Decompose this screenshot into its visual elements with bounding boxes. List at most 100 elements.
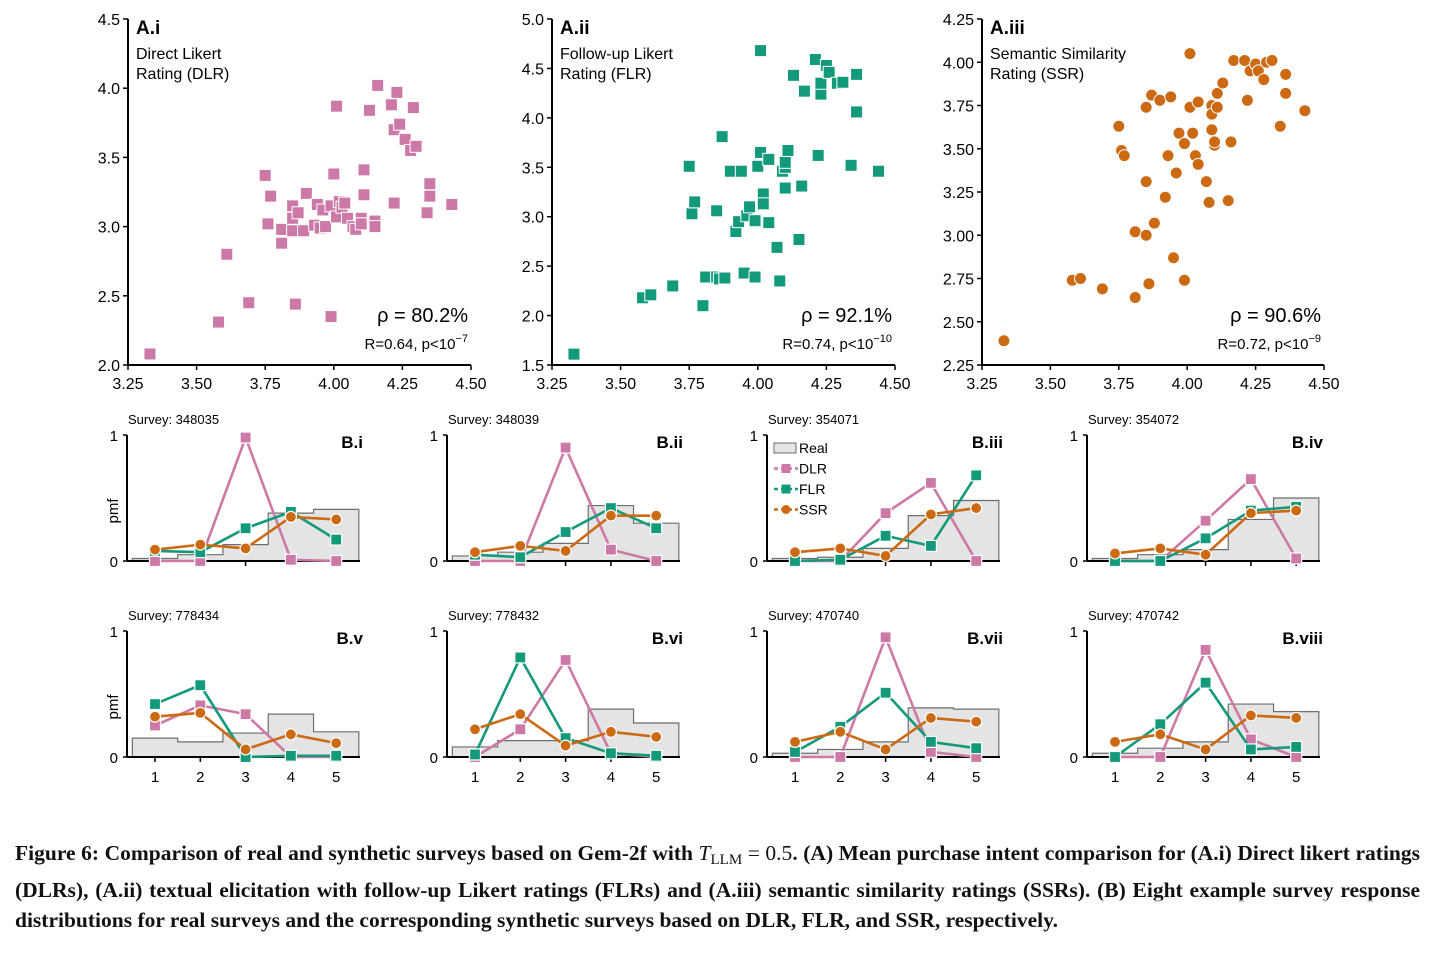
x-tick-label: 4 (1247, 769, 1255, 786)
data-point (264, 189, 278, 203)
panel-tag: B.vii (967, 629, 1003, 648)
y-axis-label: pmf (105, 498, 122, 524)
series-point-dlr (924, 476, 938, 489)
data-point (1210, 86, 1224, 100)
distribution-panel-b-iv: 0 1 Survey: 354072 B.iv (1070, 412, 1324, 571)
series-point-dlr (970, 554, 983, 568)
y-tick-label: 3.5 (522, 160, 544, 177)
y-tick-label: 1 (750, 624, 758, 641)
x-tick-label: 3.75 (674, 376, 705, 393)
data-point (781, 143, 795, 157)
panel-tag: B.viii (1282, 629, 1323, 648)
rho-label: ρ = 80.2% (377, 305, 468, 327)
data-point (718, 271, 732, 285)
data-point (393, 117, 407, 131)
series-point-ssr (239, 743, 252, 756)
legend-marker-ssr (781, 505, 791, 514)
series-point-flr (879, 529, 892, 542)
series-point-ssr (194, 538, 207, 551)
x-tick-label: 5 (972, 769, 980, 786)
data-point (1199, 175, 1213, 189)
data-point (368, 220, 382, 234)
series-point-ssr (1154, 728, 1167, 741)
x-tick-label: 4.25 (387, 376, 418, 393)
data-point (1279, 67, 1293, 81)
data-point (688, 195, 702, 209)
x-tick-label: 3.25 (112, 376, 143, 393)
rho-label: ρ = 90.6% (1230, 305, 1321, 327)
data-point (275, 236, 289, 250)
x-tick-label: 3.50 (1035, 376, 1066, 393)
data-point (242, 296, 256, 310)
series-point-flr (604, 747, 618, 760)
data-point (710, 204, 724, 218)
series-point-ssr (604, 509, 618, 522)
y-tick-label: 1 (430, 428, 438, 445)
series-point-ssr (924, 711, 938, 725)
series-point-ssr (468, 546, 482, 559)
series-point-ssr (559, 739, 572, 752)
real-bar (497, 740, 543, 757)
data-point (1186, 126, 1200, 140)
data-point (354, 217, 368, 231)
x-tick-label: 4 (287, 769, 295, 786)
series-point-ssr (148, 543, 162, 556)
data-point (696, 299, 710, 313)
survey-label: Survey: 470740 (768, 608, 859, 623)
series-point-flr (650, 749, 663, 762)
caption-math-subscript: LLM (710, 852, 743, 868)
legend-marker-flr (781, 484, 791, 494)
y-tick-label: 1 (110, 428, 118, 445)
panel-title-line: Semantic Similarity (990, 46, 1126, 63)
x-tick-label: 3.50 (605, 376, 636, 393)
data-point (319, 220, 333, 234)
y-tick-label: 2.50 (943, 315, 974, 332)
data-point (1227, 54, 1241, 68)
series-point-ssr (284, 728, 297, 741)
caption-math-symbol: T (698, 841, 711, 865)
series-point-flr (924, 735, 938, 748)
series-point-ssr (604, 725, 618, 738)
series-point-ssr (1199, 548, 1212, 561)
data-point (261, 217, 275, 231)
series-point-ssr (330, 513, 343, 526)
series-point-dlr (1199, 514, 1212, 527)
real-bar (1228, 519, 1274, 561)
panel-tag: A.i (136, 18, 160, 39)
series-point-flr (1108, 750, 1122, 764)
y-tick-label: 3.00 (943, 228, 974, 245)
panel-tag: B.ii (657, 433, 683, 452)
stat-label: R=0.64, p<10−7 (365, 333, 468, 353)
data-point (1112, 119, 1126, 133)
data-point (1202, 195, 1216, 209)
series-point-ssr (1290, 504, 1303, 517)
stat-text: R=0.72, p<10 (1218, 336, 1309, 353)
rho-label: ρ = 92.1% (801, 305, 892, 327)
data-point (220, 247, 234, 261)
scatter-panel-a-ii: 3.25 3.50 3.75 4.00 4.25 4.50 1.5 2.0 2.5 3.0 3.5 4… (522, 12, 911, 393)
data-point (387, 196, 401, 210)
x-tick-label: 2 (516, 769, 524, 786)
data-point (362, 103, 376, 117)
y-tick-label: 0 (750, 750, 758, 767)
series-point-ssr (559, 544, 572, 558)
distribution-panel-b-ii: 0 1 Survey: 348039 B.ii (430, 412, 683, 571)
data-point (409, 139, 423, 153)
legend-label-flr: FLR (799, 481, 825, 497)
data-point (567, 347, 581, 361)
y-tick-label: 3.0 (98, 220, 120, 237)
data-point (762, 216, 776, 230)
y-tick-label: 1.5 (522, 358, 544, 375)
series-point-flr (879, 686, 892, 699)
x-tick-label: 2 (1156, 769, 1164, 786)
series-point-flr (970, 469, 983, 482)
series-point-dlr (1199, 643, 1212, 657)
scatter-panel-a-iii: 3.25 3.50 3.75 4.00 4.25 4.50 2.25 2.50 2.75 3.00… (943, 12, 1340, 393)
real-bar (177, 741, 223, 757)
x-tick-label: 3 (881, 769, 889, 786)
data-point (773, 274, 787, 288)
legend-marker-dlr (781, 464, 791, 473)
data-point (143, 347, 157, 361)
data-point (715, 130, 729, 144)
data-point (1183, 47, 1197, 61)
